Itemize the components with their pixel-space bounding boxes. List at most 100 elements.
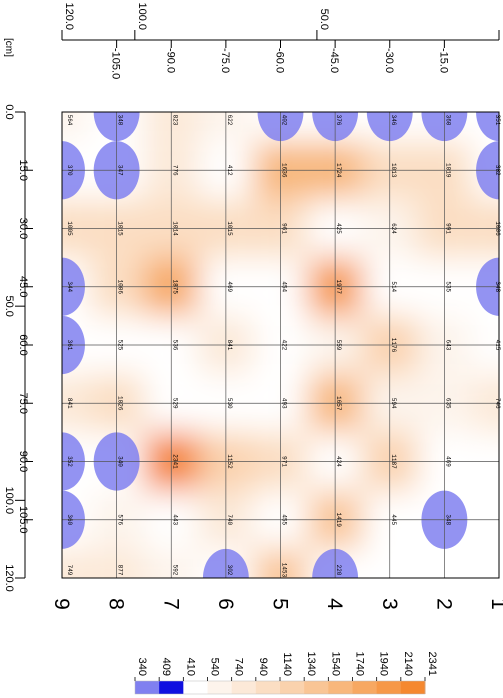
top-axis-tick-label: -105.0 [110,48,122,79]
cell-value-label: 877 [117,565,124,576]
cell-value-label: 1875 [171,280,178,295]
legend-label: 2341 [426,652,438,676]
cell-value-label: 592 [171,565,178,576]
legend-swatch [231,681,257,694]
cell-value-label: 564 [66,115,73,126]
cell-value-label: 1724 [335,163,342,178]
legend-swatch [207,681,233,694]
left-axis-tick-label: 50.0 [3,295,15,316]
legend-label: 1940 [378,652,390,676]
left-axis-tick-label: 15.0 [17,160,29,181]
cell-value-label: 643 [444,340,451,351]
cell-value-label: 412 [226,165,233,176]
cell-value-label: 749 [66,565,73,576]
cell-value-label: 415 [494,340,501,351]
left-axis-tick-label: 45.0 [17,276,29,297]
cell-value-label: 2341 [171,454,178,469]
cell-value-label: 340 [117,456,124,467]
legend-label: 1340 [305,652,317,676]
top-axis-tick-label: -30.0 [383,48,395,73]
cell-value-label: 525 [117,340,124,351]
legend-label: 940 [257,658,269,676]
cell-value-label: 776 [171,165,178,176]
legend-label: 2140 [402,652,414,676]
left-axis-tick-label: 30.0 [17,218,29,239]
cell-value-label: 1015 [226,221,233,236]
unit-label: [cm] [3,38,14,57]
cell-value-label: 1453 [281,563,288,578]
cell-value-label: 1026 [117,396,124,411]
cell-value-label: 1005 [66,221,73,236]
cell-value-label: 348 [444,514,451,525]
cell-value-label: 991 [444,223,451,234]
legend-swatch [183,681,208,694]
cell-value-label: 624 [390,223,397,234]
row-label: 2 [432,598,455,610]
cell-value-label: 746 [494,398,501,409]
row-label: 7 [159,598,182,610]
top-axis-tick-label: 50.0 [318,9,330,30]
cell-value-label: 635 [444,398,451,409]
cell-value-label: 360 [66,514,73,525]
legend-swatch [280,681,305,694]
cell-value-label: 454 [281,281,288,292]
cell-value-label: 1187 [390,454,397,469]
cell-value-label: 352 [66,456,73,467]
cell-value-label: 841 [226,340,233,351]
cell-value-label: 455 [281,514,288,525]
heat-cell [62,112,90,142]
legend-swatch [304,681,329,694]
cell-value-label: 530 [226,398,233,409]
left-axis-tick-label: 75.0 [17,393,29,414]
cell-value-label: 961 [281,223,288,234]
top-axis-tick-label: -15.0 [437,48,449,73]
left-axis-tick-label: 105.0 [17,506,29,534]
cell-value-label: 1006 [494,221,501,236]
cell-value-label: 536 [171,340,178,351]
row-label: 5 [269,598,292,610]
row-label: 9 [50,598,73,610]
cell-value-label: 1152 [226,454,233,469]
top-axis-tick-label: -45.0 [328,48,340,73]
cell-value-label: 361 [66,340,73,351]
cell-value-label: 529 [171,398,178,409]
legend-label: 1140 [281,652,293,676]
cell-value-label: 622 [226,115,233,126]
legend-label: 409 [160,658,172,676]
cell-value-label: 559 [335,340,342,351]
top-axis-tick-label: -75.0 [219,48,231,73]
cell-value-label: 382 [494,165,501,176]
legend-label: 740 [233,658,245,676]
cell-value-label: 1636 [281,163,288,178]
top-axis-tick-label: 120.0 [63,2,75,30]
cell-value-label: 347 [117,165,124,176]
left-axis-tick-label: 60.0 [17,334,29,355]
cell-value-label: 370 [66,165,73,176]
row-label: 8 [105,598,128,610]
row-label: 6 [214,598,237,610]
legend-swatch [376,681,402,694]
row-label: 1 [487,598,503,610]
cell-value-label: 348 [494,281,501,292]
cell-value-label: 1019 [444,163,451,178]
cell-value-label: 1014 [171,221,178,236]
cell-value-label: 1419 [335,513,342,528]
cell-value-label: 514 [390,281,397,292]
top-axis-tick-label: -60.0 [274,48,286,73]
cell-value-label: 493 [281,398,288,409]
cell-value-label: 469 [226,281,233,292]
cell-value-label: 445 [390,514,397,525]
cell-value-label: 425 [335,223,342,234]
low-value-region [476,112,499,142]
cell-value-label: 841 [66,398,73,409]
cell-value-label: 1657 [335,396,342,411]
row-label: 3 [378,598,401,610]
row-label: 4 [323,598,346,610]
cell-value-label: 340 [117,115,124,126]
cell-value-label: 594 [390,398,397,409]
legend-label: 410 [184,658,196,676]
cell-value-label: 469 [444,456,451,467]
cell-value-label: 220 [335,565,342,576]
cell-value-label: 443 [171,514,178,525]
